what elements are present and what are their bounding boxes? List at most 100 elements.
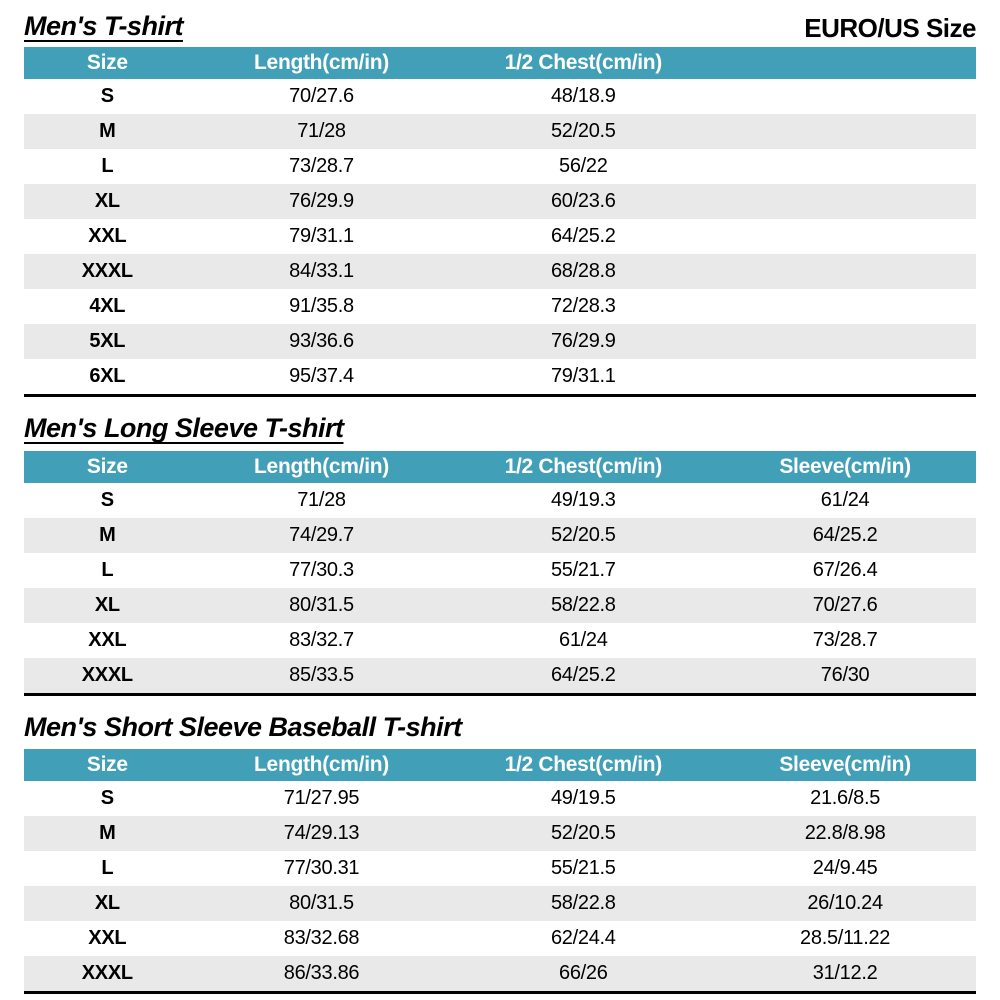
measurement-cell: 77/30.31 — [283, 857, 360, 880]
region-size-label: EURO/US Size — [804, 12, 976, 43]
measurement-cell: 77/30.3 — [289, 558, 354, 581]
column-header: Sleeve(cm/in) — [779, 454, 911, 478]
measurement-cell: 61/24 — [820, 488, 870, 511]
size-cell: XXL — [88, 225, 127, 248]
table-row: XL 80/31.5 58/22.8 70/27.6 — [24, 587, 976, 623]
size-cell: XL — [94, 593, 120, 616]
size-cell: 6XL — [89, 365, 126, 388]
measurement-cell: 74/29.13 — [283, 822, 360, 845]
table-header-row: Size Length(cm/in) 1/2 Chest(cm/in) — [24, 47, 976, 80]
table-row: XL 80/31.5 58/22.8 26/10.24 — [24, 886, 976, 922]
table-row: L 77/30.3 55/21.7 67/26.4 — [24, 553, 976, 588]
measurement-cell: 80/31.5 — [289, 593, 354, 616]
table-row: 6XL 95/37.4 79/31.1 — [24, 359, 976, 394]
measurement-cell: 79/31.1 — [550, 365, 616, 388]
table-title-mens-short-sleeve-baseball-tshirt: Men's Short Sleeve Baseball T-shirt — [24, 711, 462, 742]
measurement-cell: 79/31.1 — [289, 225, 354, 248]
size-cell: M — [99, 822, 116, 845]
column-header: 1/2 Chest(cm/in) — [504, 753, 663, 777]
table-row: XXXL 86/33.86 66/26 31/12.2 — [24, 956, 976, 992]
column-header: Length(cm/in) — [254, 51, 389, 75]
table-row: L 73/28.7 56/22 — [24, 149, 976, 184]
measurement-cell: 48/18.9 — [550, 85, 616, 108]
measurement-cell: 76/30 — [820, 663, 870, 686]
measurement-cell: 95/37.4 — [289, 365, 354, 388]
table-row: 5XL 93/36.6 76/29.9 — [24, 324, 976, 360]
table-row: S 71/28 49/19.3 61/24 — [24, 483, 976, 518]
measurement-cell: 28.5/11.22 — [800, 927, 891, 950]
column-header: Size — [86, 454, 128, 478]
size-cell: XXL — [88, 628, 127, 651]
measurement-cell: 64/25.2 — [550, 663, 616, 686]
measurement-cell: 56/22 — [559, 155, 608, 178]
column-header: Size — [86, 753, 128, 777]
measurement-cell: 83/32.7 — [289, 628, 354, 651]
measurement-cell: 76/29.9 — [289, 190, 354, 213]
measurement-cell: 49/19.5 — [550, 787, 616, 810]
measurement-cell: 68/28.8 — [550, 260, 616, 283]
size-cell: XXXL — [81, 260, 133, 283]
measurement-cell: 52/20.5 — [550, 523, 616, 546]
measurement-cell: 71/28 — [297, 488, 346, 511]
measurement-cell: 73/28.7 — [812, 628, 878, 651]
measurement-cell: 74/29.7 — [289, 523, 354, 546]
mens-short-sleeve-baseball-tshirt-size-table: Size Length(cm/in) 1/2 Chest(cm/in) Sleeve(… — [24, 749, 976, 995]
measurement-cell: 58/22.8 — [550, 892, 616, 915]
measurement-cell: 80/31.5 — [289, 892, 354, 915]
table-header-row: Size Length(cm/in) 1/2 Chest(cm/in) Sleeve(… — [24, 749, 976, 782]
measurement-cell: 71/27.95 — [283, 787, 360, 810]
measurement-cell: 24/9.45 — [812, 857, 878, 880]
table-row: 4XL 91/35.8 72/28.3 — [24, 289, 976, 324]
table-row: XXL 79/31.1 64/25.2 — [24, 219, 976, 254]
table-row: M 71/28 52/20.5 — [24, 114, 976, 150]
table-header-row: Size Length(cm/in) 1/2 Chest(cm/in) Sleeve(… — [24, 450, 976, 483]
measurement-cell: 86/33.86 — [283, 962, 360, 985]
size-cell: L — [101, 857, 114, 880]
table-row: S 71/27.95 49/19.5 21.6/8.5 — [24, 781, 976, 816]
table-row: M 74/29.13 52/20.5 22.8/8.98 — [24, 816, 976, 852]
size-cell: M — [99, 523, 116, 546]
sheet-header: Men's T-shirt EURO/US Size — [24, 10, 976, 42]
measurement-cell: 71/28 — [297, 120, 346, 143]
size-cell: XL — [94, 190, 120, 213]
table-row: S 70/27.6 48/18.9 — [24, 79, 976, 114]
table-row: XXXL 85/33.5 64/25.2 76/30 — [24, 657, 976, 693]
column-header: 1/2 Chest(cm/in) — [504, 454, 663, 478]
measurement-cell: 55/21.5 — [550, 857, 616, 880]
measurement-cell: 49/19.3 — [550, 488, 616, 511]
table-row: M 74/29.7 52/20.5 64/25.2 — [24, 517, 976, 553]
measurement-cell: 62/24.4 — [550, 927, 616, 950]
measurement-cell: 21.6/8.5 — [810, 787, 881, 810]
measurement-cell: 64/25.2 — [550, 225, 616, 248]
measurement-cell: 66/26 — [559, 962, 608, 985]
measurement-cell: 52/20.5 — [550, 822, 616, 845]
size-cell: M — [99, 120, 116, 143]
column-header: Sleeve(cm/in) — [779, 753, 911, 777]
mens-tshirt-size-table: Size Length(cm/in) 1/2 Chest(cm/in) S 70/27.… — [24, 47, 976, 398]
measurement-cell: 83/32.68 — [283, 927, 360, 950]
size-cell: S — [100, 488, 114, 511]
size-cell: XXL — [88, 927, 127, 950]
measurement-cell: 22.8/8.98 — [804, 822, 886, 845]
table-title-mens-long-sleeve-tshirt: Men's Long Sleeve T-shirt — [24, 413, 344, 444]
measurement-cell: 67/26.4 — [812, 558, 878, 581]
column-header: Length(cm/in) — [254, 753, 389, 777]
measurement-cell: 64/25.2 — [812, 523, 878, 546]
table-row: XL 76/29.9 60/23.6 — [24, 184, 976, 220]
measurement-cell: 61/24 — [559, 628, 608, 651]
table-row: XXL 83/32.7 61/24 73/28.7 — [24, 623, 976, 658]
measurement-cell: 26/10.24 — [807, 892, 883, 915]
size-cell: XXXL — [81, 663, 133, 686]
measurement-cell: 58/22.8 — [550, 593, 616, 616]
size-cell: 5XL — [89, 330, 126, 353]
mens-long-sleeve-tshirt-size-table: Size Length(cm/in) 1/2 Chest(cm/in) Sleeve(… — [24, 450, 976, 696]
measurement-cell: 85/33.5 — [289, 663, 354, 686]
size-cell: S — [100, 85, 114, 108]
size-cell: S — [100, 787, 114, 810]
column-header: Size — [86, 51, 128, 75]
measurement-cell: 31/12.2 — [812, 962, 878, 985]
measurement-cell: 70/27.6 — [289, 85, 354, 108]
measurement-cell: 60/23.6 — [550, 190, 616, 213]
table-row: XXXL 84/33.1 68/28.8 — [24, 254, 976, 290]
